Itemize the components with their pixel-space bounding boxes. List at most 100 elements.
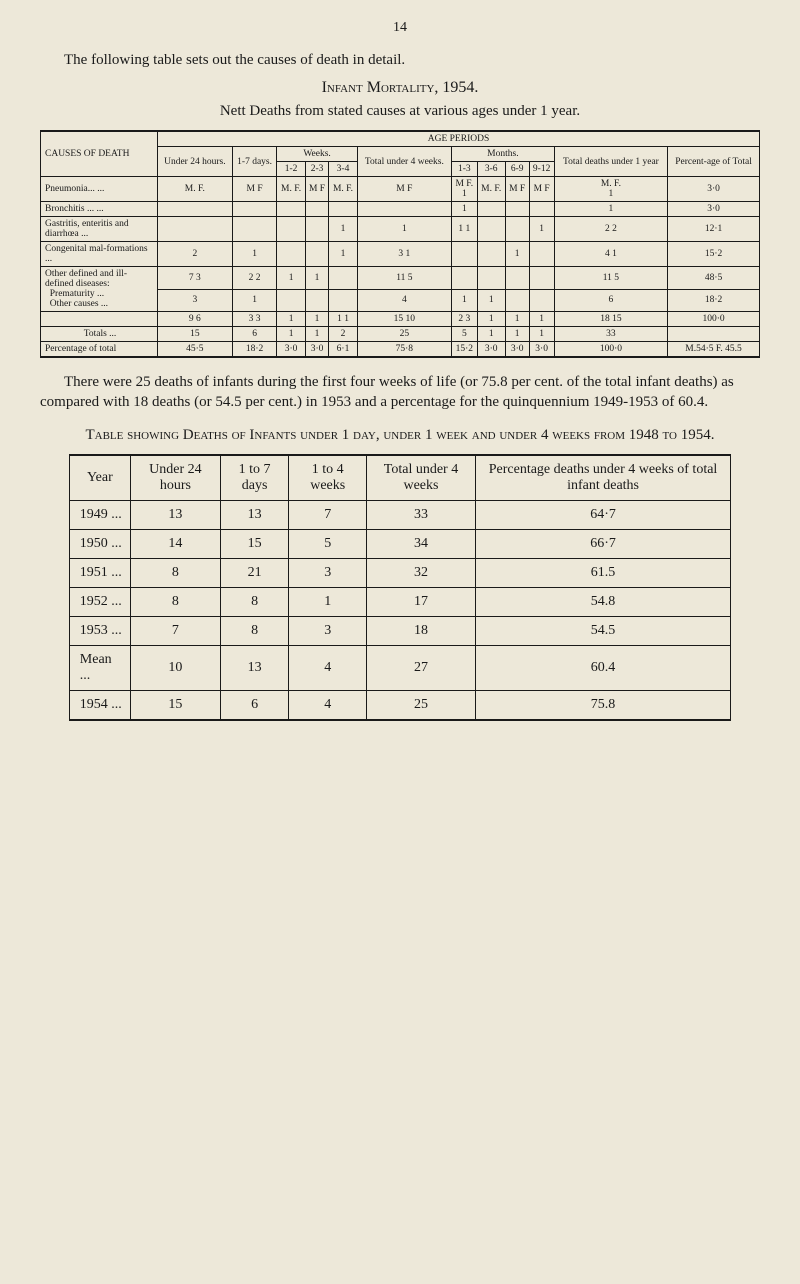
header-w12: 1-2: [277, 162, 305, 177]
cell: M F: [357, 177, 451, 202]
cell: 1950 ...: [69, 529, 130, 558]
cell: 64·7: [475, 500, 730, 529]
cell: 45·5: [158, 342, 233, 358]
cell: 48·5: [668, 267, 760, 290]
cell: 8: [130, 558, 220, 587]
cell: 15: [158, 327, 233, 342]
cell: 15·2: [668, 242, 760, 267]
cell: 3·0: [529, 342, 554, 358]
cell: 1953 ...: [69, 616, 130, 645]
cell: 2 2: [554, 217, 667, 242]
table-row: Gastritis, enteritis and diarrhœa ... 1 …: [41, 217, 760, 242]
table-row: Congenital mal-formations ... 2 1 1 3 1 …: [41, 242, 760, 267]
cell: 1: [505, 327, 529, 342]
cell: 2 2: [232, 267, 277, 290]
cell: 1 1: [452, 217, 478, 242]
cell: 100·0: [668, 312, 760, 327]
mortality-table: CAUSES OF DEATH AGE PERIODS Under 24 hou…: [40, 130, 760, 358]
cell: 18: [367, 616, 476, 645]
cell: M. F.1: [554, 177, 667, 202]
cell: 1: [277, 267, 305, 290]
cell: 1: [452, 289, 478, 312]
cell: M. F.: [158, 177, 233, 202]
col-year: Year: [69, 455, 130, 501]
cell: 1: [505, 312, 529, 327]
header-months: Months.: [452, 147, 555, 162]
col-total: Total under 4 weeks: [367, 455, 476, 501]
cell: 1: [529, 312, 554, 327]
cell: 8: [220, 616, 288, 645]
header-under24: Under 24 hours.: [158, 147, 233, 177]
cell: 3·0: [277, 342, 305, 358]
cell: 25: [367, 690, 476, 720]
cell: 4: [357, 289, 451, 312]
header-m69: 6-9: [505, 162, 529, 177]
cell: M. F.: [277, 177, 305, 202]
mf-row: Pneumonia... ... M. F. M F M. F. M F M. …: [41, 177, 760, 202]
subtotal-row: 9 6 3 3 1 1 1 1 15 10 2 3 1 1 1 18 15 10…: [41, 312, 760, 327]
cell: 54.8: [475, 587, 730, 616]
cell: 15: [220, 529, 288, 558]
cell: 1952 ...: [69, 587, 130, 616]
totals-row: Totals ... 15 6 1 1 2 25 5 1 1 1 33: [41, 327, 760, 342]
cell: 3·0: [668, 177, 760, 202]
col-7d: 1 to 7 days: [220, 455, 288, 501]
table-row: 1953 ...7831854.5: [69, 616, 730, 645]
cell: 1: [554, 202, 667, 217]
cause-bronchitis: Bronchitis ... ...: [41, 202, 158, 217]
paragraph: There were 25 deaths of infants during t…: [40, 372, 760, 413]
table-row: Mean ...101342760.4: [69, 645, 730, 690]
cell: M F: [505, 177, 529, 202]
cell: 4 1: [554, 242, 667, 267]
cell: 13: [220, 645, 288, 690]
table-row: 1949 ...131373364·7: [69, 500, 730, 529]
cell: 5: [289, 529, 367, 558]
cell: 66·7: [475, 529, 730, 558]
cell: 3·0: [505, 342, 529, 358]
cell: 3 1: [357, 242, 451, 267]
header-causes: CAUSES OF DEATH: [41, 131, 158, 177]
pct-row: Percentage of total 45·5 18·2 3·0 3·0 6·…: [41, 342, 760, 358]
cell: 5: [452, 327, 478, 342]
cell: 100·0: [554, 342, 667, 358]
cell: 1: [529, 327, 554, 342]
cell: 33: [554, 327, 667, 342]
cell: 1: [277, 327, 305, 342]
cell: Mean ...: [69, 645, 130, 690]
cell: 25: [357, 327, 451, 342]
cell: 1: [305, 327, 329, 342]
cell: 1 1: [329, 312, 357, 327]
header-total4: Total under 4 weeks.: [357, 147, 451, 177]
cell: M F.1: [452, 177, 478, 202]
header-pct: Percent-age of Total: [668, 147, 760, 177]
cell: 1: [477, 312, 505, 327]
cell: 17: [367, 587, 476, 616]
header-m36: 3-6: [477, 162, 505, 177]
col-pct: Percentage deaths under 4 weeks of total…: [475, 455, 730, 501]
cell: 11 5: [357, 267, 451, 290]
intro-text: The following table sets out the causes …: [40, 52, 760, 69]
cell: M. F.: [477, 177, 505, 202]
header-w34: 3-4: [329, 162, 357, 177]
cell: 3·0: [668, 202, 760, 217]
cell: 15: [130, 690, 220, 720]
cell: 3·0: [305, 342, 329, 358]
cell: 1: [305, 267, 329, 290]
cell: 9 6: [158, 312, 233, 327]
table2-title: Table showing Deaths of Infants under 1 …: [40, 427, 760, 444]
cell: 1: [289, 587, 367, 616]
cell: 18·2: [232, 342, 277, 358]
header-m13: 1-3: [452, 162, 478, 177]
table-row: 1954 ...15642575.8: [69, 690, 730, 720]
cell: 2: [329, 327, 357, 342]
cell: 75.8: [475, 690, 730, 720]
cell: 1: [232, 242, 277, 267]
cell: M F: [305, 177, 329, 202]
cell: M. F.: [329, 177, 357, 202]
cell: 1949 ...: [69, 500, 130, 529]
header-m912: 9-12: [529, 162, 554, 177]
cell: 1951 ...: [69, 558, 130, 587]
cell: 14: [130, 529, 220, 558]
cell: 60.4: [475, 645, 730, 690]
cell: 7: [289, 500, 367, 529]
